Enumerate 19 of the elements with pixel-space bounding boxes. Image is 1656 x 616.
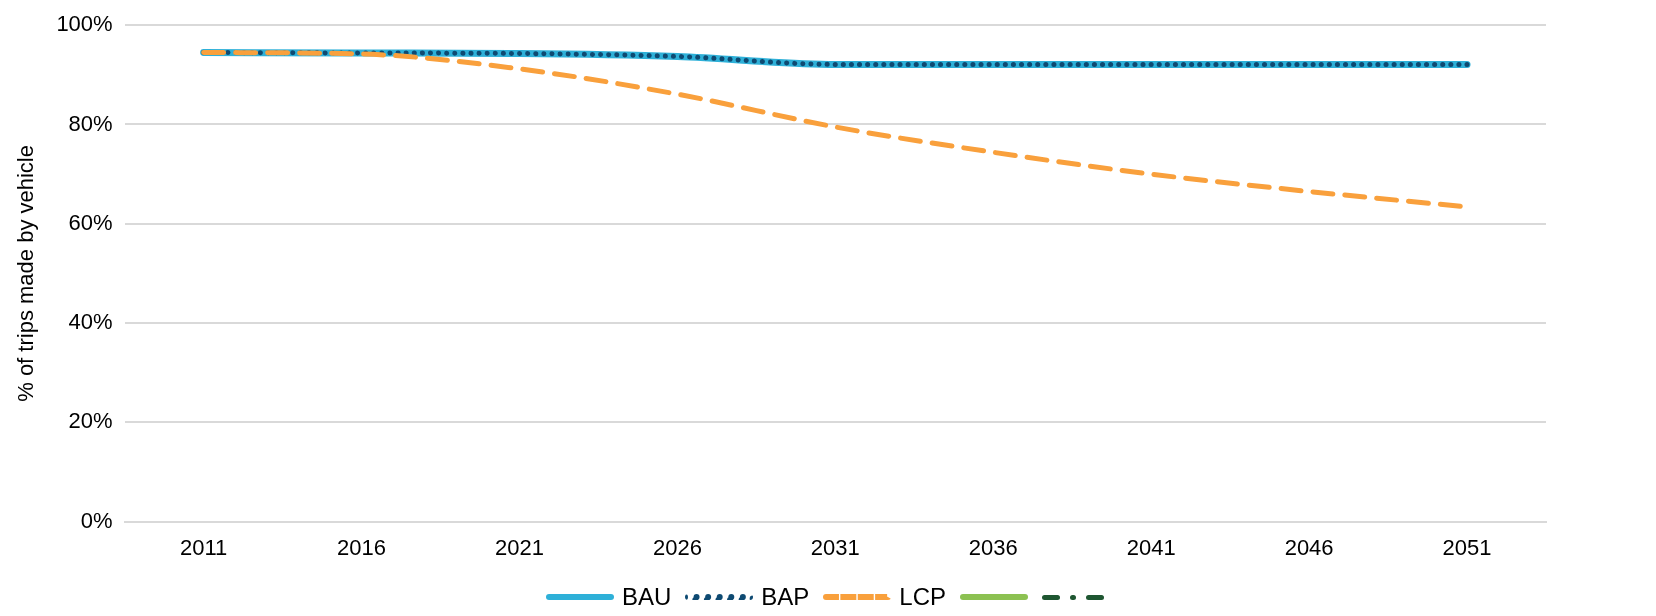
legend-label: BAP bbox=[761, 583, 810, 611]
x-tick-label: 2046 bbox=[1284, 534, 1334, 560]
x-tick-label: 2021 bbox=[495, 534, 544, 560]
y-tick-label: 60% bbox=[68, 209, 113, 235]
legend-label: BAU bbox=[621, 583, 672, 611]
y-tick-label: 40% bbox=[68, 309, 113, 335]
y-tick-label: 80% bbox=[68, 110, 113, 136]
legend-label: LCP bbox=[899, 583, 947, 611]
y-tick-label: 20% bbox=[68, 408, 113, 434]
x-tick-label: 2011 bbox=[179, 534, 228, 560]
y-tick-label: 0% bbox=[80, 507, 113, 533]
y-axis-title: % of trips made by vehicle bbox=[13, 145, 39, 402]
x-tick-label: 2026 bbox=[652, 534, 702, 560]
x-tick-label: 2031 bbox=[810, 534, 860, 560]
x-tick-label: 2016 bbox=[337, 534, 387, 560]
x-tick-label: 2041 bbox=[1126, 534, 1176, 560]
x-tick-label: 2051 bbox=[1442, 534, 1492, 560]
x-tick-label: 2036 bbox=[968, 534, 1018, 560]
y-tick-label: 100% bbox=[56, 11, 113, 37]
